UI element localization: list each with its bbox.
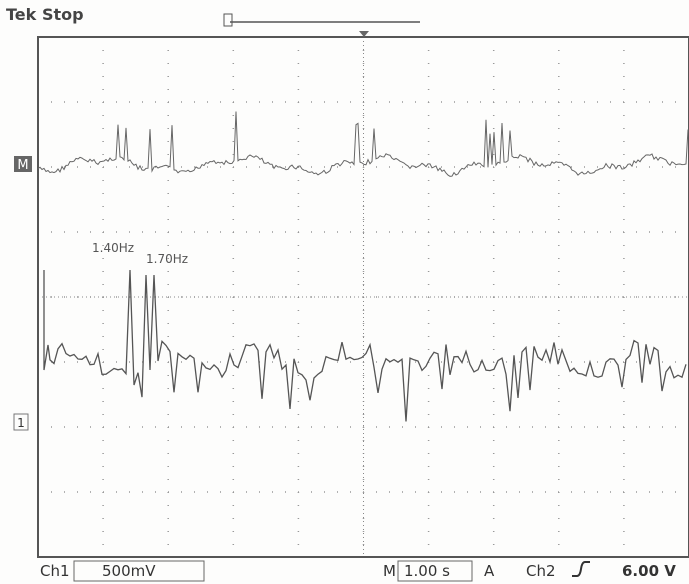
ch1-label: Ch1 (40, 562, 70, 580)
oscilloscope-screen: Tek Stop M 1 1.40Hz 1.70Hz Ch1 500mV M 1… (0, 0, 689, 584)
trigger-level: 6.00 V (622, 562, 676, 580)
trigger-source: Ch2 (526, 562, 556, 580)
status: Stop (42, 5, 84, 24)
brand: Tek (6, 5, 37, 24)
time-scale: 1.00 s (404, 562, 450, 580)
background (0, 0, 689, 584)
ch1-scale: 500mV (102, 562, 156, 580)
math-marker: M (17, 158, 28, 173)
peak-label: 1.40Hz (92, 241, 134, 255)
time-prefix: M (383, 562, 396, 580)
trigger-mode: A (484, 562, 495, 580)
ch1-marker: 1 (17, 416, 25, 430)
peak-label: 1.70Hz (146, 252, 188, 266)
